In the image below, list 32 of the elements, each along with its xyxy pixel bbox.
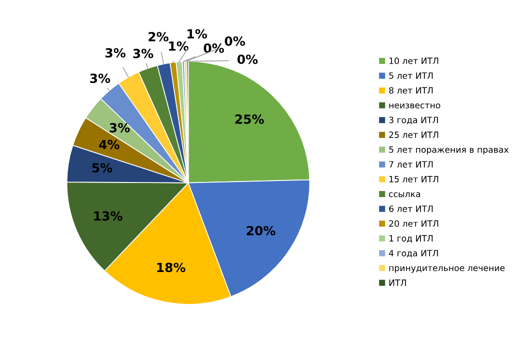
data-label: 2%	[148, 32, 168, 42]
data-label: 3%	[133, 48, 154, 58]
legend-label: 6 лет ИТЛ	[389, 205, 433, 212]
legend-label: 8 лет ИТЛ	[389, 87, 433, 94]
legend-label: 20 лет ИТЛ	[389, 220, 438, 227]
legend-label: неизвестно	[389, 103, 440, 108]
legend-label: 7 лет ИТЛ	[389, 161, 433, 168]
legend-label: принудительное лечение	[389, 266, 505, 273]
data-label: 3%	[110, 123, 130, 132]
data-label: 0%	[237, 54, 258, 64]
data-label: 1%	[169, 41, 189, 51]
data-label: 4%	[99, 140, 120, 150]
data-label: 3%	[90, 74, 110, 84]
legend-label: 5 лет поражения в правах	[389, 146, 509, 154]
data-label: 3%	[106, 48, 126, 58]
legend-label: 5 лет ИТЛ	[389, 72, 433, 79]
data-label: 13%	[94, 211, 122, 221]
legend-label: 4 года ИТЛ	[388, 250, 438, 258]
data-label: 20%	[246, 226, 276, 236]
data-label: 18%	[157, 262, 186, 272]
data-label: 5%	[92, 163, 112, 173]
legend-label: ссылка	[389, 192, 420, 198]
data-label: 25%	[235, 114, 264, 124]
legend-label: 10 лет ИТЛ	[390, 58, 438, 64]
legend-label: 3 года ИТЛ	[389, 116, 438, 124]
data-label: 0%	[224, 36, 246, 46]
legend-label: ИТЛ	[389, 280, 406, 286]
data-label: 1%	[188, 29, 208, 39]
legend-label: 1 год ИТЛ	[390, 235, 433, 243]
data-label: 0%	[204, 43, 224, 53]
legend-label: 15 лет ИТЛ	[390, 176, 438, 182]
legend-label: 25 лет ИТЛ	[389, 132, 438, 138]
